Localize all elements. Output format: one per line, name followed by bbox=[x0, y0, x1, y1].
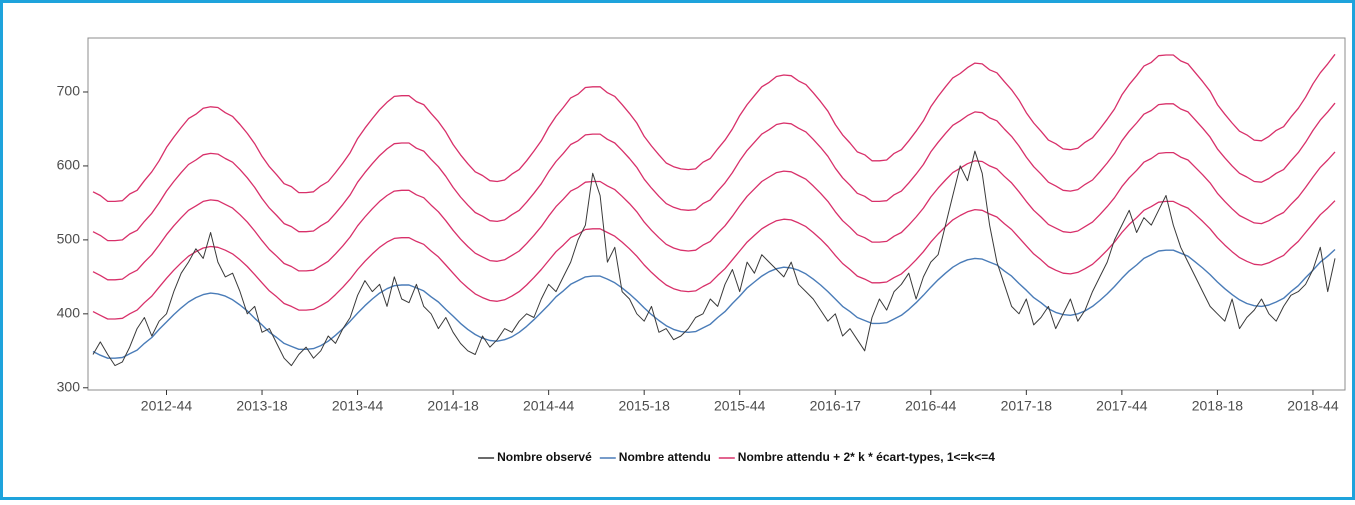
line bbox=[92, 151, 1336, 281]
y-tick-label: 300 bbox=[57, 378, 81, 394]
x-tick-label: 2016-17 bbox=[810, 398, 862, 414]
legend-label: Nombre attendu + 2* k * écart-types, 1<=… bbox=[738, 450, 995, 464]
y-tick-label: 400 bbox=[57, 305, 81, 321]
x-tick-label: 2017-18 bbox=[1001, 398, 1053, 414]
x-tick-label: 2016-44 bbox=[905, 398, 957, 414]
legend-item: Nombre observé bbox=[478, 450, 592, 464]
legend-item: Nombre attendu bbox=[599, 450, 711, 464]
legend-item: Nombre attendu + 2* k * écart-types, 1<=… bbox=[718, 450, 995, 464]
legend-label: Nombre attendu bbox=[619, 450, 711, 464]
x-tick-label: 2014-18 bbox=[427, 398, 479, 414]
x-tick-label: 2018-44 bbox=[1287, 398, 1339, 414]
y-tick-label: 500 bbox=[57, 231, 81, 247]
x-tick-label: 2013-44 bbox=[332, 398, 384, 414]
x-tick-label: 2017-44 bbox=[1096, 398, 1148, 414]
line bbox=[92, 200, 1336, 320]
line bbox=[92, 102, 1336, 242]
x-tick-label: 2018-18 bbox=[1192, 398, 1244, 414]
x-tick-label: 2015-18 bbox=[618, 398, 670, 414]
legend: Nombre observé Nombre attendu Nombre atten… bbox=[478, 450, 995, 464]
line bbox=[92, 248, 1336, 359]
legend-label: Nombre observé bbox=[497, 450, 592, 464]
line bbox=[92, 150, 1336, 367]
y-tick-label: 700 bbox=[57, 83, 81, 99]
y-tick-label: 600 bbox=[57, 157, 81, 173]
x-tick-label: 2013-18 bbox=[236, 398, 288, 414]
x-tick-label: 2015-44 bbox=[714, 398, 766, 414]
plot-border bbox=[87, 37, 1346, 391]
x-tick-label: 2014-44 bbox=[523, 398, 575, 414]
line bbox=[92, 53, 1336, 203]
x-tick-label: 2012-44 bbox=[141, 398, 193, 414]
